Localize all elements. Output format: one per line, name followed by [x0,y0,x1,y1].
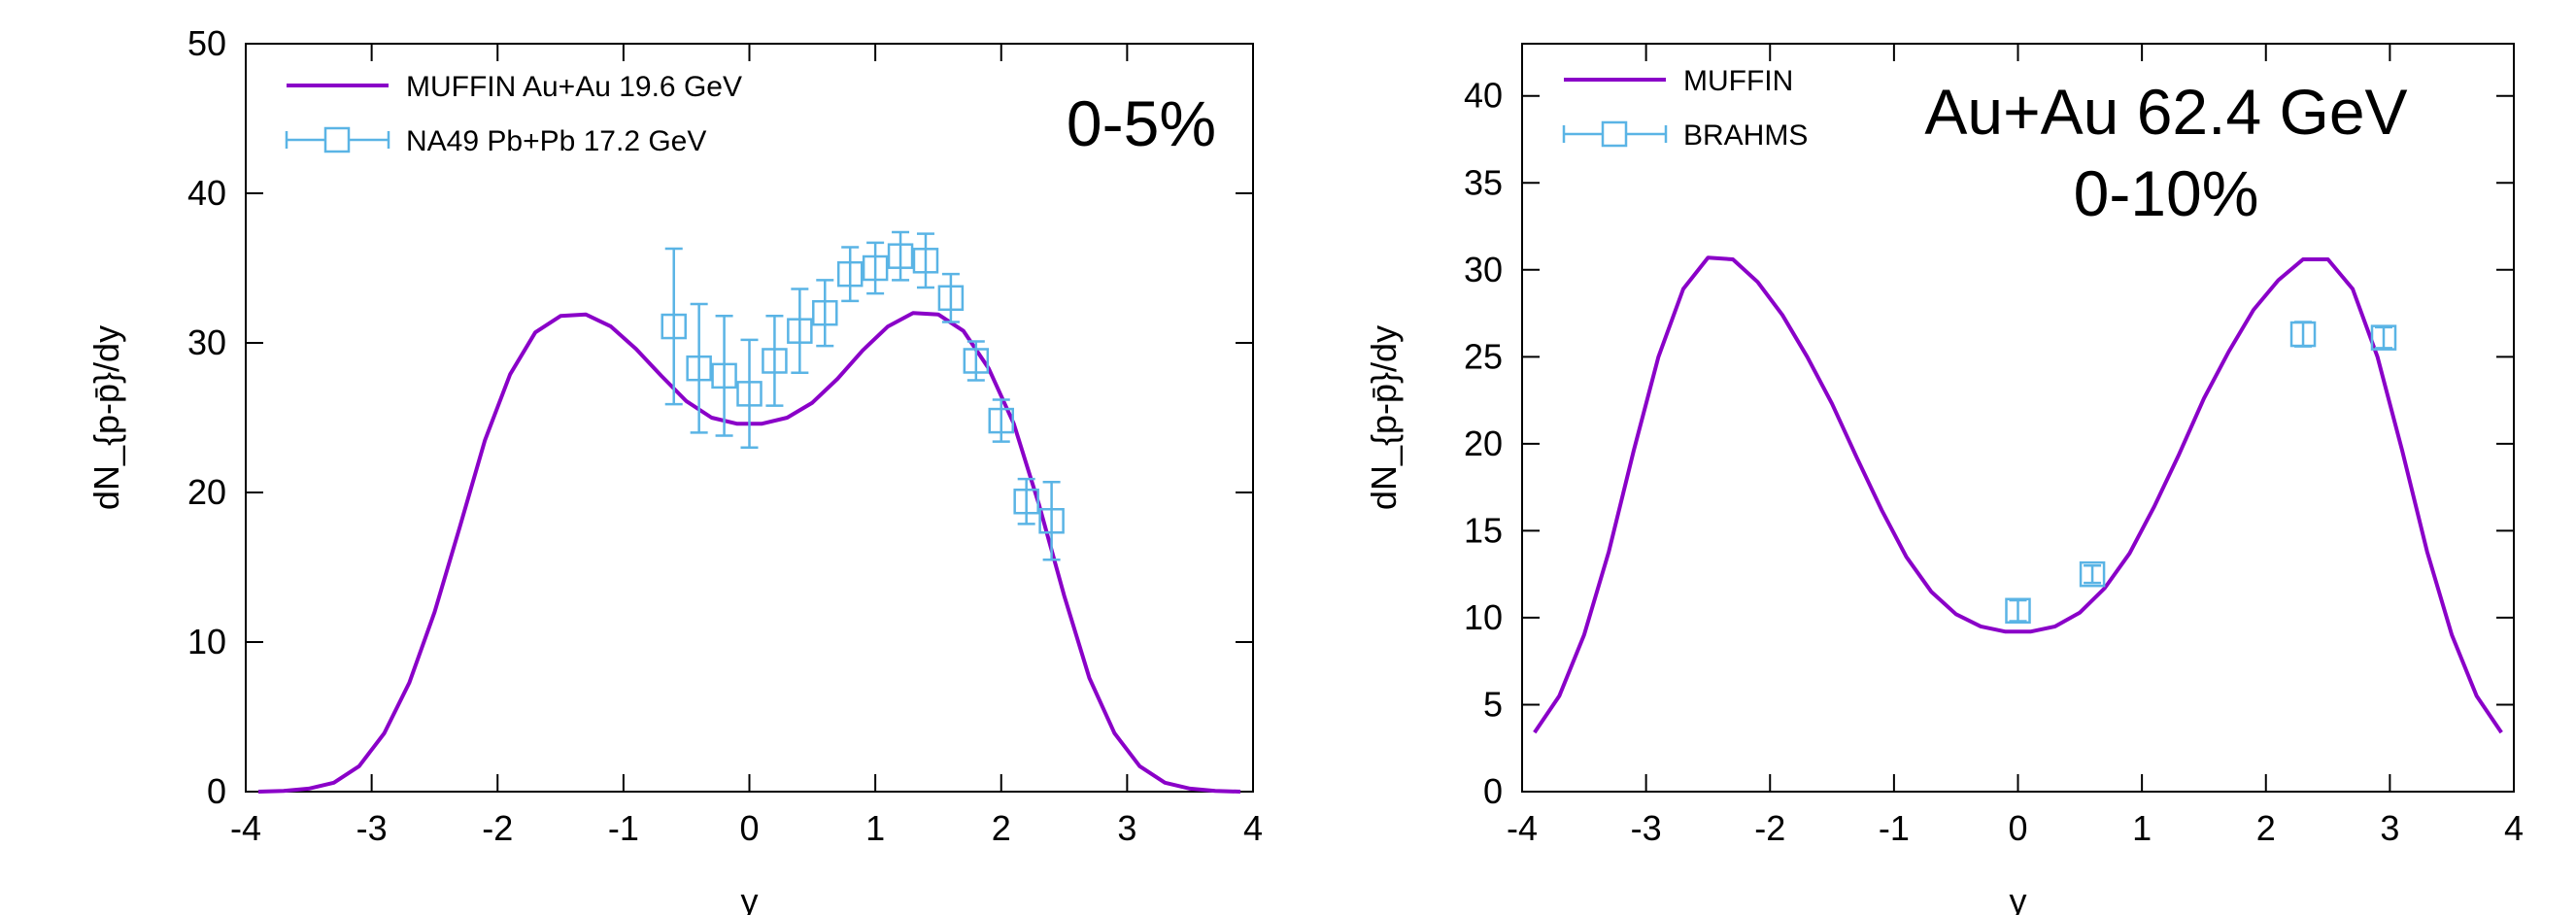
y-tick-label: 30 [187,322,226,362]
data-point-marker [762,348,788,374]
y-axis-label: dN_{p-p̄}/dy [1364,325,1404,510]
panel-label-line: Au+Au 62.4 GeV [1924,76,2407,148]
y-tick-label: 5 [1483,684,1503,724]
y-tick-label: 50 [187,23,226,63]
data-point-marker [2289,321,2317,348]
y-tick-label: 0 [1483,771,1503,811]
legend-swatch-marker [1601,120,1628,148]
plot-frame [1521,43,2515,793]
data-point-marker [736,381,763,407]
x-tick-label: 2 [2256,808,2276,848]
y-tick-label: 10 [187,622,226,661]
y-tick-label: 0 [207,771,226,811]
legend-label: MUFFIN [1683,65,1793,97]
y-tick-label: 35 [1464,162,1503,202]
data-point-marker [2005,597,2031,625]
y-tick-label: 20 [1464,424,1503,463]
x-tick-label: -1 [608,808,639,848]
x-tick-label: 4 [1243,808,1263,848]
data-point-marker [711,362,737,390]
x-axis-label: y [2010,881,2027,915]
data-point-marker [937,285,965,312]
chart-panel-left: -4 -3 -2 -1 0 1 2 3 401020304050ydN_{p-p̄}/dyMUF… [86,23,1263,915]
x-tick-label: 3 [1117,808,1136,848]
y-tick-label: 25 [1464,336,1503,376]
data-point-marker [836,260,864,288]
x-tick-label: 0 [2008,808,2027,848]
y-tick-label: 10 [1464,597,1503,637]
x-tick-label: 2 [992,808,1011,848]
legend-swatch-marker [323,126,351,153]
x-tick-label: 1 [2132,808,2152,848]
x-tick-label: -4 [230,808,261,848]
x-tick-label: -2 [482,808,513,848]
y-tick-label: 15 [1464,510,1503,550]
y-tick-label: 30 [1464,250,1503,289]
x-tick-label: 4 [2504,808,2524,848]
x-axis-label: y [741,881,759,915]
x-tick-label: -2 [1754,808,1785,848]
legend-label: BRAHMS [1683,119,1808,152]
y-tick-label: 40 [1464,76,1503,116]
data-point-marker [988,407,1014,434]
series-line-0 [1533,255,2503,734]
data-point-marker [1013,488,1039,515]
data-point-marker [686,355,712,382]
y-tick-label: 20 [187,472,226,512]
legend-label: NA49 Pb+Pb 17.2 GeV [406,125,706,157]
data-point-marker [787,318,813,344]
x-tick-label: -3 [356,808,388,848]
x-tick-label: -4 [1507,808,1538,848]
x-tick-label: -1 [1879,808,1910,848]
legend-label: MUFFIN Au+Au 19.6 GeV [406,71,742,103]
data-point-marker [2370,324,2397,351]
data-point-marker [963,348,990,374]
data-point-marker [812,299,838,326]
x-tick-label: 0 [739,808,759,848]
y-tick-label: 40 [187,173,226,213]
data-point-marker [862,254,889,282]
panel-label: 0-5% [1067,87,1216,159]
data-point-marker [661,313,687,340]
y-axis-label: dN_{p-p̄}/dy [86,325,126,510]
data-point-marker [887,243,914,269]
x-tick-label: 1 [865,808,885,848]
x-tick-label: -3 [1631,808,1662,848]
data-point-marker [2079,560,2106,588]
data-point-marker [1038,508,1065,534]
panel-label-line: 0-10% [2074,157,2259,229]
chart-panel-right: -4 -3 -2 -1 0 1 2 3 40510152025303540ydN_{p-p̄}/… [1364,43,2524,915]
x-tick-label: 3 [2380,808,2399,848]
data-point-marker [912,248,939,274]
